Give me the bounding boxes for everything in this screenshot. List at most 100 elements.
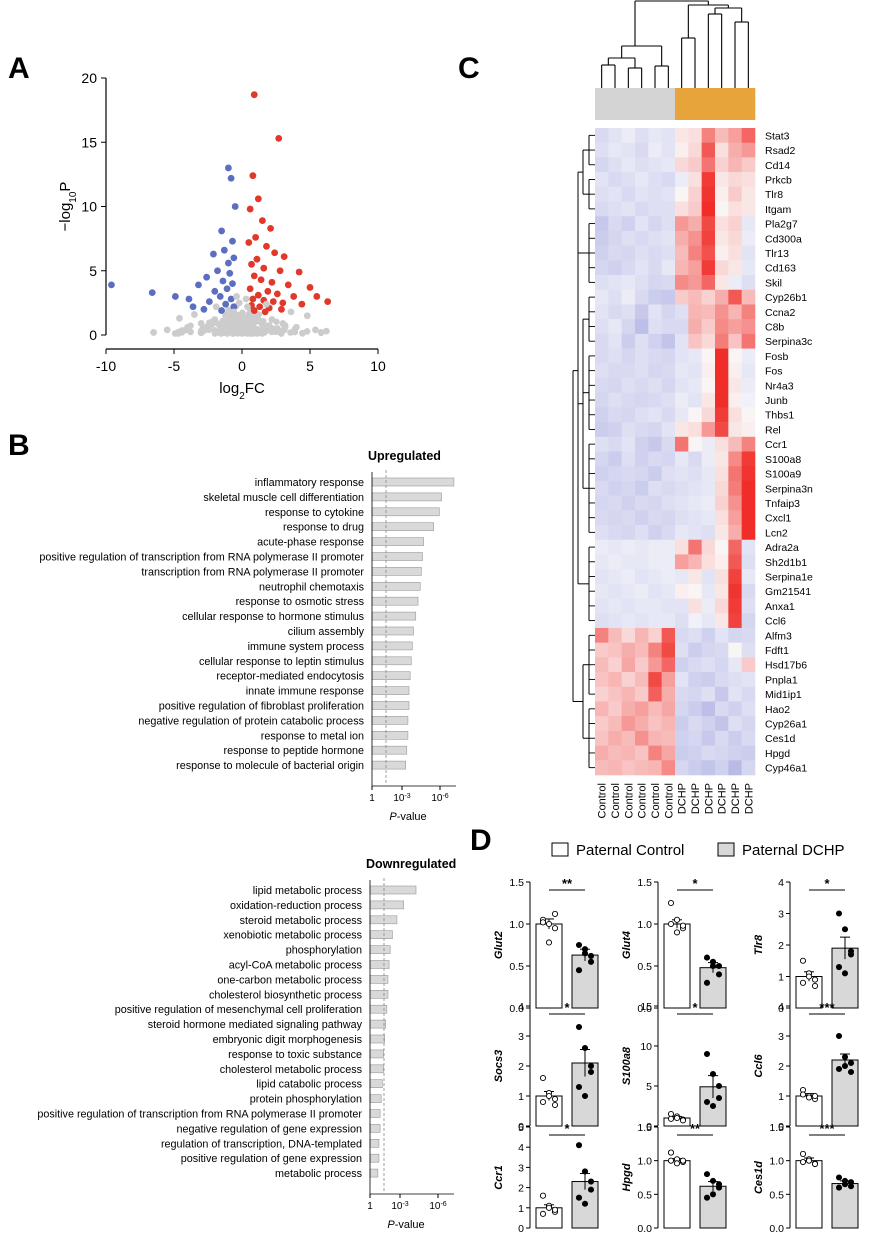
heatmap-cell bbox=[715, 525, 729, 540]
heatmap-cell bbox=[742, 731, 756, 746]
volcano-point-down bbox=[186, 296, 193, 303]
heatmap-cell bbox=[635, 599, 649, 614]
heatmap-cell bbox=[608, 128, 622, 143]
heatmap-cell bbox=[715, 290, 729, 305]
heatmap-cell bbox=[688, 481, 702, 496]
heatmap-cell bbox=[595, 216, 609, 231]
heatmap-cell bbox=[662, 687, 676, 702]
heatmap-cell bbox=[688, 216, 702, 231]
bar-plot-socs3-point-control bbox=[540, 1099, 545, 1104]
bar-plot-hpgd-y-tick-label: 1.0 bbox=[637, 1156, 652, 1168]
heatmap-cell bbox=[675, 746, 689, 761]
heatmap-cell bbox=[728, 672, 742, 687]
heatmap-cell bbox=[635, 260, 649, 275]
bar-plot-glut2-y-tick-label: 1.0 bbox=[509, 919, 524, 931]
heatmap-cell bbox=[635, 760, 649, 775]
bar-plot-hpgd-point-control bbox=[668, 1158, 673, 1163]
bar-plot-tlr8-point-dchp bbox=[842, 971, 847, 976]
volcano-point-ns bbox=[288, 308, 295, 315]
heatmap-cell bbox=[742, 437, 756, 452]
heatmap-row-label: Serpina1e bbox=[765, 571, 813, 583]
heatmap-cell bbox=[675, 760, 689, 775]
heatmap-cell bbox=[728, 319, 742, 334]
heatmap-cell bbox=[648, 437, 662, 452]
heatmap-cell bbox=[675, 187, 689, 202]
heatmap-column-label: Control bbox=[623, 783, 635, 818]
volcano-point-up bbox=[281, 253, 288, 260]
heatmap-cell bbox=[595, 143, 609, 158]
heatmap-cell bbox=[648, 216, 662, 231]
heatmap-cell bbox=[688, 246, 702, 261]
heatmap-cell bbox=[595, 172, 609, 187]
go-up-bar bbox=[372, 746, 407, 754]
bar-plot-tlr8-point-dchp bbox=[842, 927, 847, 932]
heatmap-cell bbox=[688, 760, 702, 775]
heatmap-cell bbox=[675, 363, 689, 378]
heatmap-row-label: Cyp26a1 bbox=[765, 719, 807, 731]
heatmap-cell bbox=[742, 687, 756, 702]
heatmap-cell bbox=[662, 716, 676, 731]
volcano-point-ns bbox=[226, 319, 233, 326]
heatmap-cell bbox=[648, 746, 662, 761]
heatmap-cell bbox=[608, 657, 622, 672]
volcano-point-down bbox=[226, 270, 233, 277]
go-down-term-label: positive regulation of gene expression bbox=[181, 1153, 362, 1165]
heatmap-cell bbox=[595, 246, 609, 261]
go-down-term-label: steroid metabolic process bbox=[240, 915, 363, 927]
go-down-term-label: response to toxic substance bbox=[228, 1049, 362, 1061]
go-down-x-axis-label: P-value bbox=[387, 1219, 424, 1231]
heatmap-row-label: Cd163 bbox=[765, 263, 796, 275]
heatmap-cell bbox=[635, 569, 649, 584]
bar-plot-s100a8-y-tick-label: 15 bbox=[640, 1001, 652, 1013]
heatmap-cell bbox=[662, 466, 676, 481]
heatmap-cell bbox=[675, 687, 689, 702]
heatmap-cell bbox=[635, 687, 649, 702]
bar-plot-ccl6-point-control bbox=[806, 1095, 811, 1100]
heatmap-cell bbox=[595, 363, 609, 378]
bar-plot-ccl6-gene-label: Ccl6 bbox=[753, 1054, 765, 1078]
go-up-x-tick-label: 10-3 bbox=[393, 793, 410, 805]
go-up-bar bbox=[372, 716, 408, 724]
heatmap-cell bbox=[595, 613, 609, 628]
go-up-bar bbox=[372, 657, 411, 665]
heatmap-cell bbox=[622, 202, 636, 217]
volcano-point-ns bbox=[287, 329, 293, 335]
heatmap-cell bbox=[715, 437, 729, 452]
bar-plot-glut2-point-control bbox=[546, 921, 551, 926]
bar-plot-ccr1-y-tick-label: 1 bbox=[518, 1203, 524, 1215]
heatmap-cell bbox=[595, 128, 609, 143]
heatmap-cell bbox=[595, 760, 609, 775]
heatmap-cell bbox=[675, 128, 689, 143]
heatmap-cell bbox=[702, 437, 716, 452]
heatmap-cell bbox=[635, 496, 649, 511]
go-down-bar bbox=[370, 1154, 379, 1162]
heatmap-row-label: Gm21541 bbox=[765, 586, 811, 598]
bar-plot-ccr1-point-dchp bbox=[588, 1179, 593, 1184]
bar-plot-glut2-point-dchp bbox=[576, 968, 581, 973]
group-color-bar bbox=[702, 88, 716, 120]
heatmap-cell bbox=[662, 157, 676, 172]
heatmap-column-label: DCHP bbox=[690, 783, 702, 814]
heatmap-cell bbox=[622, 143, 636, 158]
heatmap-cell bbox=[648, 143, 662, 158]
heatmap-cell bbox=[595, 701, 609, 716]
heatmap-cell bbox=[702, 481, 716, 496]
volcano-point-ns bbox=[243, 296, 250, 303]
heatmap-cell bbox=[702, 143, 716, 158]
heatmap-cell bbox=[715, 760, 729, 775]
volcano-point-up bbox=[251, 91, 258, 98]
heatmap-cell bbox=[608, 246, 622, 261]
y-axis-label: −log10P bbox=[57, 182, 79, 232]
go-up-bar bbox=[372, 612, 416, 620]
heatmap-cell bbox=[702, 628, 716, 643]
heatmap-cell bbox=[728, 599, 742, 614]
volcano-point-ns bbox=[244, 303, 251, 310]
heatmap-cell bbox=[635, 246, 649, 261]
heatmap-cell bbox=[635, 216, 649, 231]
figure: 05101520-10 -5 0 5 10−log10Plog2FC Upregulat… bbox=[0, 0, 894, 1239]
go-down-x-tick-label: 1 bbox=[367, 1201, 373, 1212]
heatmap-cell bbox=[608, 452, 622, 467]
heatmap-cell bbox=[702, 157, 716, 172]
heatmap-cell bbox=[675, 657, 689, 672]
heatmap-cell bbox=[715, 143, 729, 158]
